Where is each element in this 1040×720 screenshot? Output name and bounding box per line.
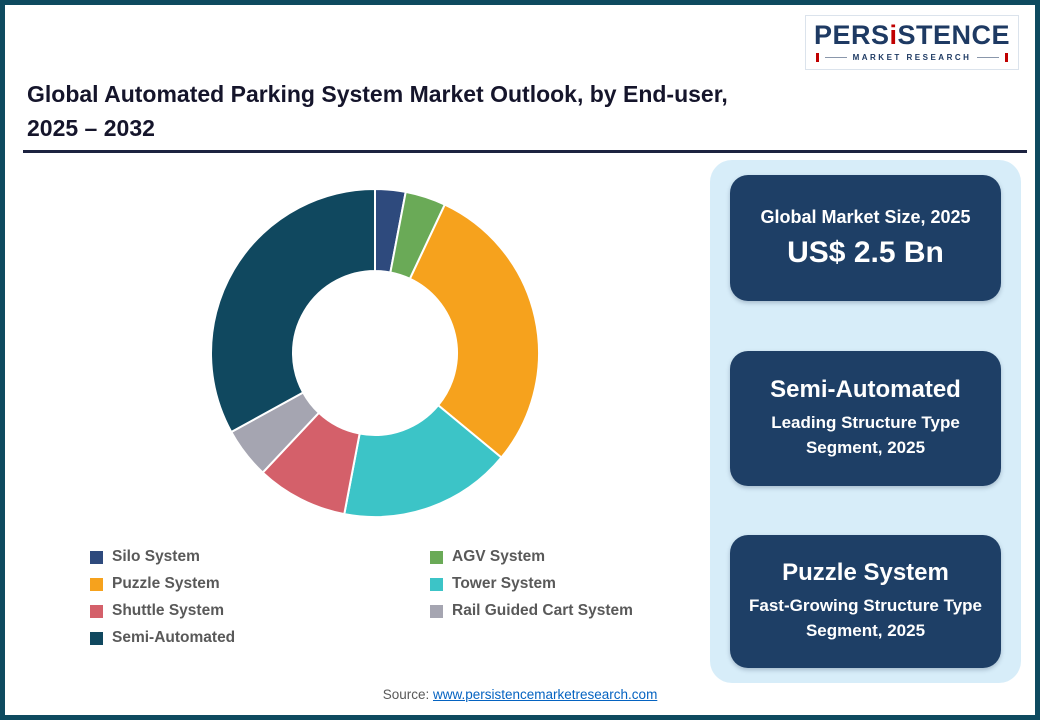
- card-value: US$ 2.5 Bn: [787, 235, 944, 269]
- logo-subtitle-row: MARKET RESEARCH: [814, 53, 1010, 62]
- donut-segment-tower-system: [343, 403, 503, 519]
- legend-item-puzzle-system: Puzzle System: [90, 575, 430, 593]
- legend-item-agv-system: AGV System: [430, 548, 633, 566]
- legend-swatch: [430, 604, 443, 618]
- card-title: Semi-Automated: [770, 375, 961, 403]
- page-title-line1: Global Automated Parking System Market O…: [27, 81, 728, 107]
- logo-left-tick: [815, 53, 819, 62]
- logo-right-rule: [977, 57, 1000, 58]
- legend-swatch: [90, 604, 103, 618]
- logo-subtitle: MARKET RESEARCH: [852, 53, 972, 62]
- logo-right-tick: [1005, 53, 1009, 62]
- donut-segment-semi-automated: [210, 187, 376, 434]
- chart-legend: Silo System AGV System Puzzle System Tow…: [90, 548, 633, 647]
- legend-swatch: [90, 550, 103, 564]
- page-title: Global Automated Parking System Market O…: [27, 77, 787, 145]
- source-link[interactable]: www.persistencemarketresearch.com: [432, 687, 658, 702]
- legend-label: Puzzle System: [112, 575, 220, 592]
- legend-swatch: [90, 577, 103, 591]
- logo-left-rule: [824, 57, 847, 58]
- legend-label: Semi-Automated: [112, 629, 236, 646]
- card-subtitle: Fast-Growing Structure Type Segment, 202…: [749, 596, 982, 640]
- card-global-market-size: Global Market Size, 2025 US$ 2.5 Bn: [730, 175, 1001, 301]
- legend-swatch: [430, 550, 443, 564]
- highlights-panel: Global Market Size, 2025 US$ 2.5 Bn Semi…: [710, 160, 1021, 683]
- legend-item-shuttle-system: Shuttle System: [90, 602, 430, 620]
- donut-segment-puzzle-system: [408, 203, 540, 459]
- legend-label: Silo System: [112, 548, 200, 565]
- card-title: Puzzle System: [782, 559, 949, 587]
- legend-item-tower-system: Tower System: [430, 575, 633, 593]
- legend-label: Shuttle System: [112, 602, 224, 619]
- source-label: Source:: [382, 687, 430, 702]
- card-leading-segment: Semi-Automated Leading Structure Type Se…: [730, 350, 1001, 486]
- legend-label: Tower System: [452, 575, 556, 592]
- legend-label: Rail Guided Cart System: [452, 602, 633, 619]
- legend-item-semi-automated: Semi-Automated: [90, 629, 430, 647]
- page-title-line2: 2025 – 2032: [27, 115, 155, 141]
- legend-item-silo-system: Silo System: [90, 548, 430, 566]
- legend-label: AGV System: [452, 548, 546, 565]
- title-underline: [23, 150, 1027, 153]
- legend-swatch: [90, 631, 103, 645]
- logo-brand-text: PERSiSTENCE: [814, 20, 1011, 50]
- legend-item-rail-guided-cart-system: Rail Guided Cart System: [430, 602, 633, 620]
- legend-swatch: [430, 577, 443, 591]
- donut-chart-svg: [210, 187, 540, 519]
- card-title: Global Market Size, 2025: [760, 206, 971, 227]
- logo-accent-letter: i: [889, 20, 898, 50]
- card-fast-growing-segment: Puzzle System Fast-Growing Structure Typ…: [730, 535, 1001, 668]
- card-subtitle: Leading Structure Type Segment, 2025: [771, 412, 960, 457]
- pmr-logo: PERSiSTENCE MARKET RESEARCH: [805, 15, 1019, 70]
- source-line: Source: www.persistencemarketresearch.co…: [5, 687, 1035, 702]
